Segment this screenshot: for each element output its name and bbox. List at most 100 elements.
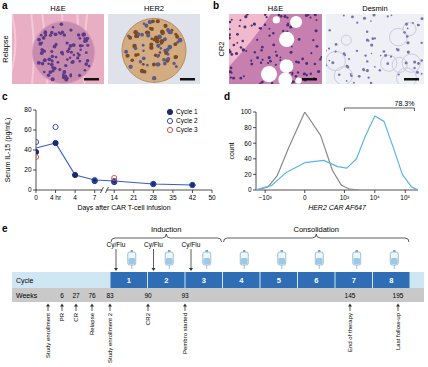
nucleus — [140, 33, 144, 37]
x-axis — [256, 190, 418, 191]
arrow-head — [60, 304, 64, 307]
nucleus — [156, 19, 160, 23]
nucleus — [233, 44, 236, 47]
nucleus — [413, 67, 415, 69]
nucleus — [40, 48, 43, 51]
nucleus — [328, 48, 330, 50]
y-tick — [253, 112, 256, 113]
nucleus — [245, 50, 247, 52]
event-label: Relapse — [89, 312, 95, 335]
nucleus — [230, 67, 233, 70]
nucleus — [282, 30, 284, 32]
nucleus — [309, 17, 311, 19]
plot-marks — [256, 112, 418, 190]
nucleus — [79, 49, 82, 52]
nucleus — [310, 73, 312, 75]
nucleus — [279, 59, 281, 61]
bag-fluid — [316, 258, 323, 264]
event-label: PR — [59, 312, 65, 321]
scale-bar — [84, 78, 99, 81]
nucleus — [317, 70, 320, 73]
week-number: 27 — [72, 292, 80, 299]
image-title: Desmin — [362, 4, 387, 13]
nucleus — [295, 75, 298, 78]
nucleus — [134, 53, 138, 57]
week-number: 195 — [393, 292, 404, 299]
nucleus — [71, 60, 74, 63]
nucleus — [368, 40, 370, 42]
nucleus — [264, 14, 266, 16]
point — [151, 181, 156, 186]
nucleus — [384, 54, 387, 57]
nucleus — [40, 51, 44, 55]
nucleus — [230, 53, 233, 56]
legend-marker — [167, 127, 172, 132]
arrow-head — [114, 268, 118, 271]
nucleus — [268, 28, 270, 30]
nucleus — [63, 33, 67, 37]
point — [36, 149, 39, 154]
week-number: 145 — [345, 292, 356, 299]
nucleus — [406, 41, 409, 44]
nucleus — [69, 75, 72, 78]
nucleus — [396, 48, 398, 50]
arrow-shaft — [62, 306, 63, 311]
y-tick-label: 0 — [28, 186, 32, 193]
nucleus — [268, 34, 270, 36]
arrow-shaft — [350, 306, 351, 311]
row-label: Weeks — [16, 292, 38, 299]
fat-cell — [280, 59, 294, 73]
cy-flu-label: Cy/Flu — [107, 241, 126, 249]
nucleus — [50, 63, 54, 67]
bag-fluid — [241, 258, 248, 264]
nucleus — [62, 53, 64, 55]
nucleus — [331, 61, 334, 64]
panel-letter: b — [213, 0, 219, 11]
nucleus — [84, 69, 87, 72]
x-tick-label: 28 — [150, 194, 158, 201]
x-tick — [133, 190, 134, 193]
gate — [344, 108, 414, 111]
nucleus — [229, 28, 231, 30]
bag-body — [128, 252, 136, 265]
point — [92, 178, 97, 183]
nucleus — [406, 35, 409, 38]
nucleus — [41, 62, 45, 66]
nucleus — [43, 71, 46, 74]
chart: 02040608004 hr47142128354250Serum IL-15 … — [4, 106, 216, 212]
nucleus — [47, 73, 51, 77]
nucleus — [163, 24, 167, 28]
x-tick-label: 50 — [208, 194, 216, 201]
x-tick — [192, 190, 193, 193]
infusion-bag — [165, 250, 173, 269]
nucleus — [150, 27, 154, 31]
nucleus — [366, 60, 368, 62]
nucleus — [58, 68, 61, 71]
x-tick-label: 10⁴ — [370, 194, 380, 201]
x-tick — [405, 190, 406, 193]
micrograph — [229, 14, 322, 84]
row-label: CR2 — [217, 41, 226, 56]
bag-body — [203, 252, 211, 265]
nucleus — [350, 74, 353, 77]
nucleus — [243, 75, 245, 77]
arrow-head — [348, 304, 352, 307]
nucleus — [264, 24, 266, 26]
nucleus — [407, 28, 409, 30]
cycle-number: 8 — [389, 276, 393, 285]
nucleus — [259, 27, 262, 30]
x-tick — [114, 190, 115, 193]
nucleus — [52, 26, 54, 28]
x-tick-label: 42 — [189, 194, 197, 201]
nucleus — [283, 15, 286, 18]
micrograph — [12, 14, 104, 84]
nucleus — [78, 53, 81, 56]
cycle-cell — [111, 272, 148, 288]
nucleus — [421, 59, 423, 61]
nucleus — [151, 19, 155, 23]
nucleus — [261, 81, 264, 84]
nucleus — [326, 64, 327, 66]
nucleus — [244, 15, 247, 18]
nucleus — [250, 60, 252, 62]
nucleus — [267, 62, 269, 64]
